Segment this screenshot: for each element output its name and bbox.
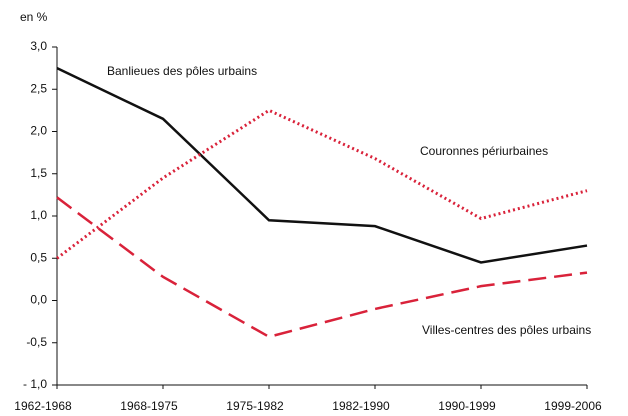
x-tick-label: 1962-1968	[14, 399, 72, 413]
series-line	[56, 108, 588, 260]
y-tick-label: 3,0	[30, 39, 47, 53]
x-tick-label: 1968-1975	[120, 399, 178, 413]
y-tick-label: - 1,0	[23, 377, 47, 391]
y-tick-label: 1,5	[30, 166, 47, 180]
series-line	[56, 196, 588, 339]
y-axis-label: en %	[20, 10, 48, 24]
series-label: Couronnes périurbaines	[420, 144, 548, 158]
y-tick-label: 2,0	[30, 124, 47, 138]
series-line	[56, 66, 588, 264]
y-tick-label: 0,0	[30, 293, 47, 307]
x-tick-label: 1999-2006	[544, 399, 602, 413]
x-tick-label: 1990-1999	[438, 399, 496, 413]
series-label: Banlieues des pôles urbains	[107, 64, 257, 78]
y-tick-label: 1,0	[30, 208, 47, 222]
x-tick-label: 1975-1982	[226, 399, 284, 413]
series-label: Villes-centres des pôles urbains	[422, 323, 591, 337]
y-tick-label: 2,5	[30, 81, 47, 95]
y-tick-label: -0,5	[26, 335, 47, 349]
y-tick-label: 0,5	[30, 250, 47, 264]
x-tick-label: 1982-1990	[332, 399, 390, 413]
